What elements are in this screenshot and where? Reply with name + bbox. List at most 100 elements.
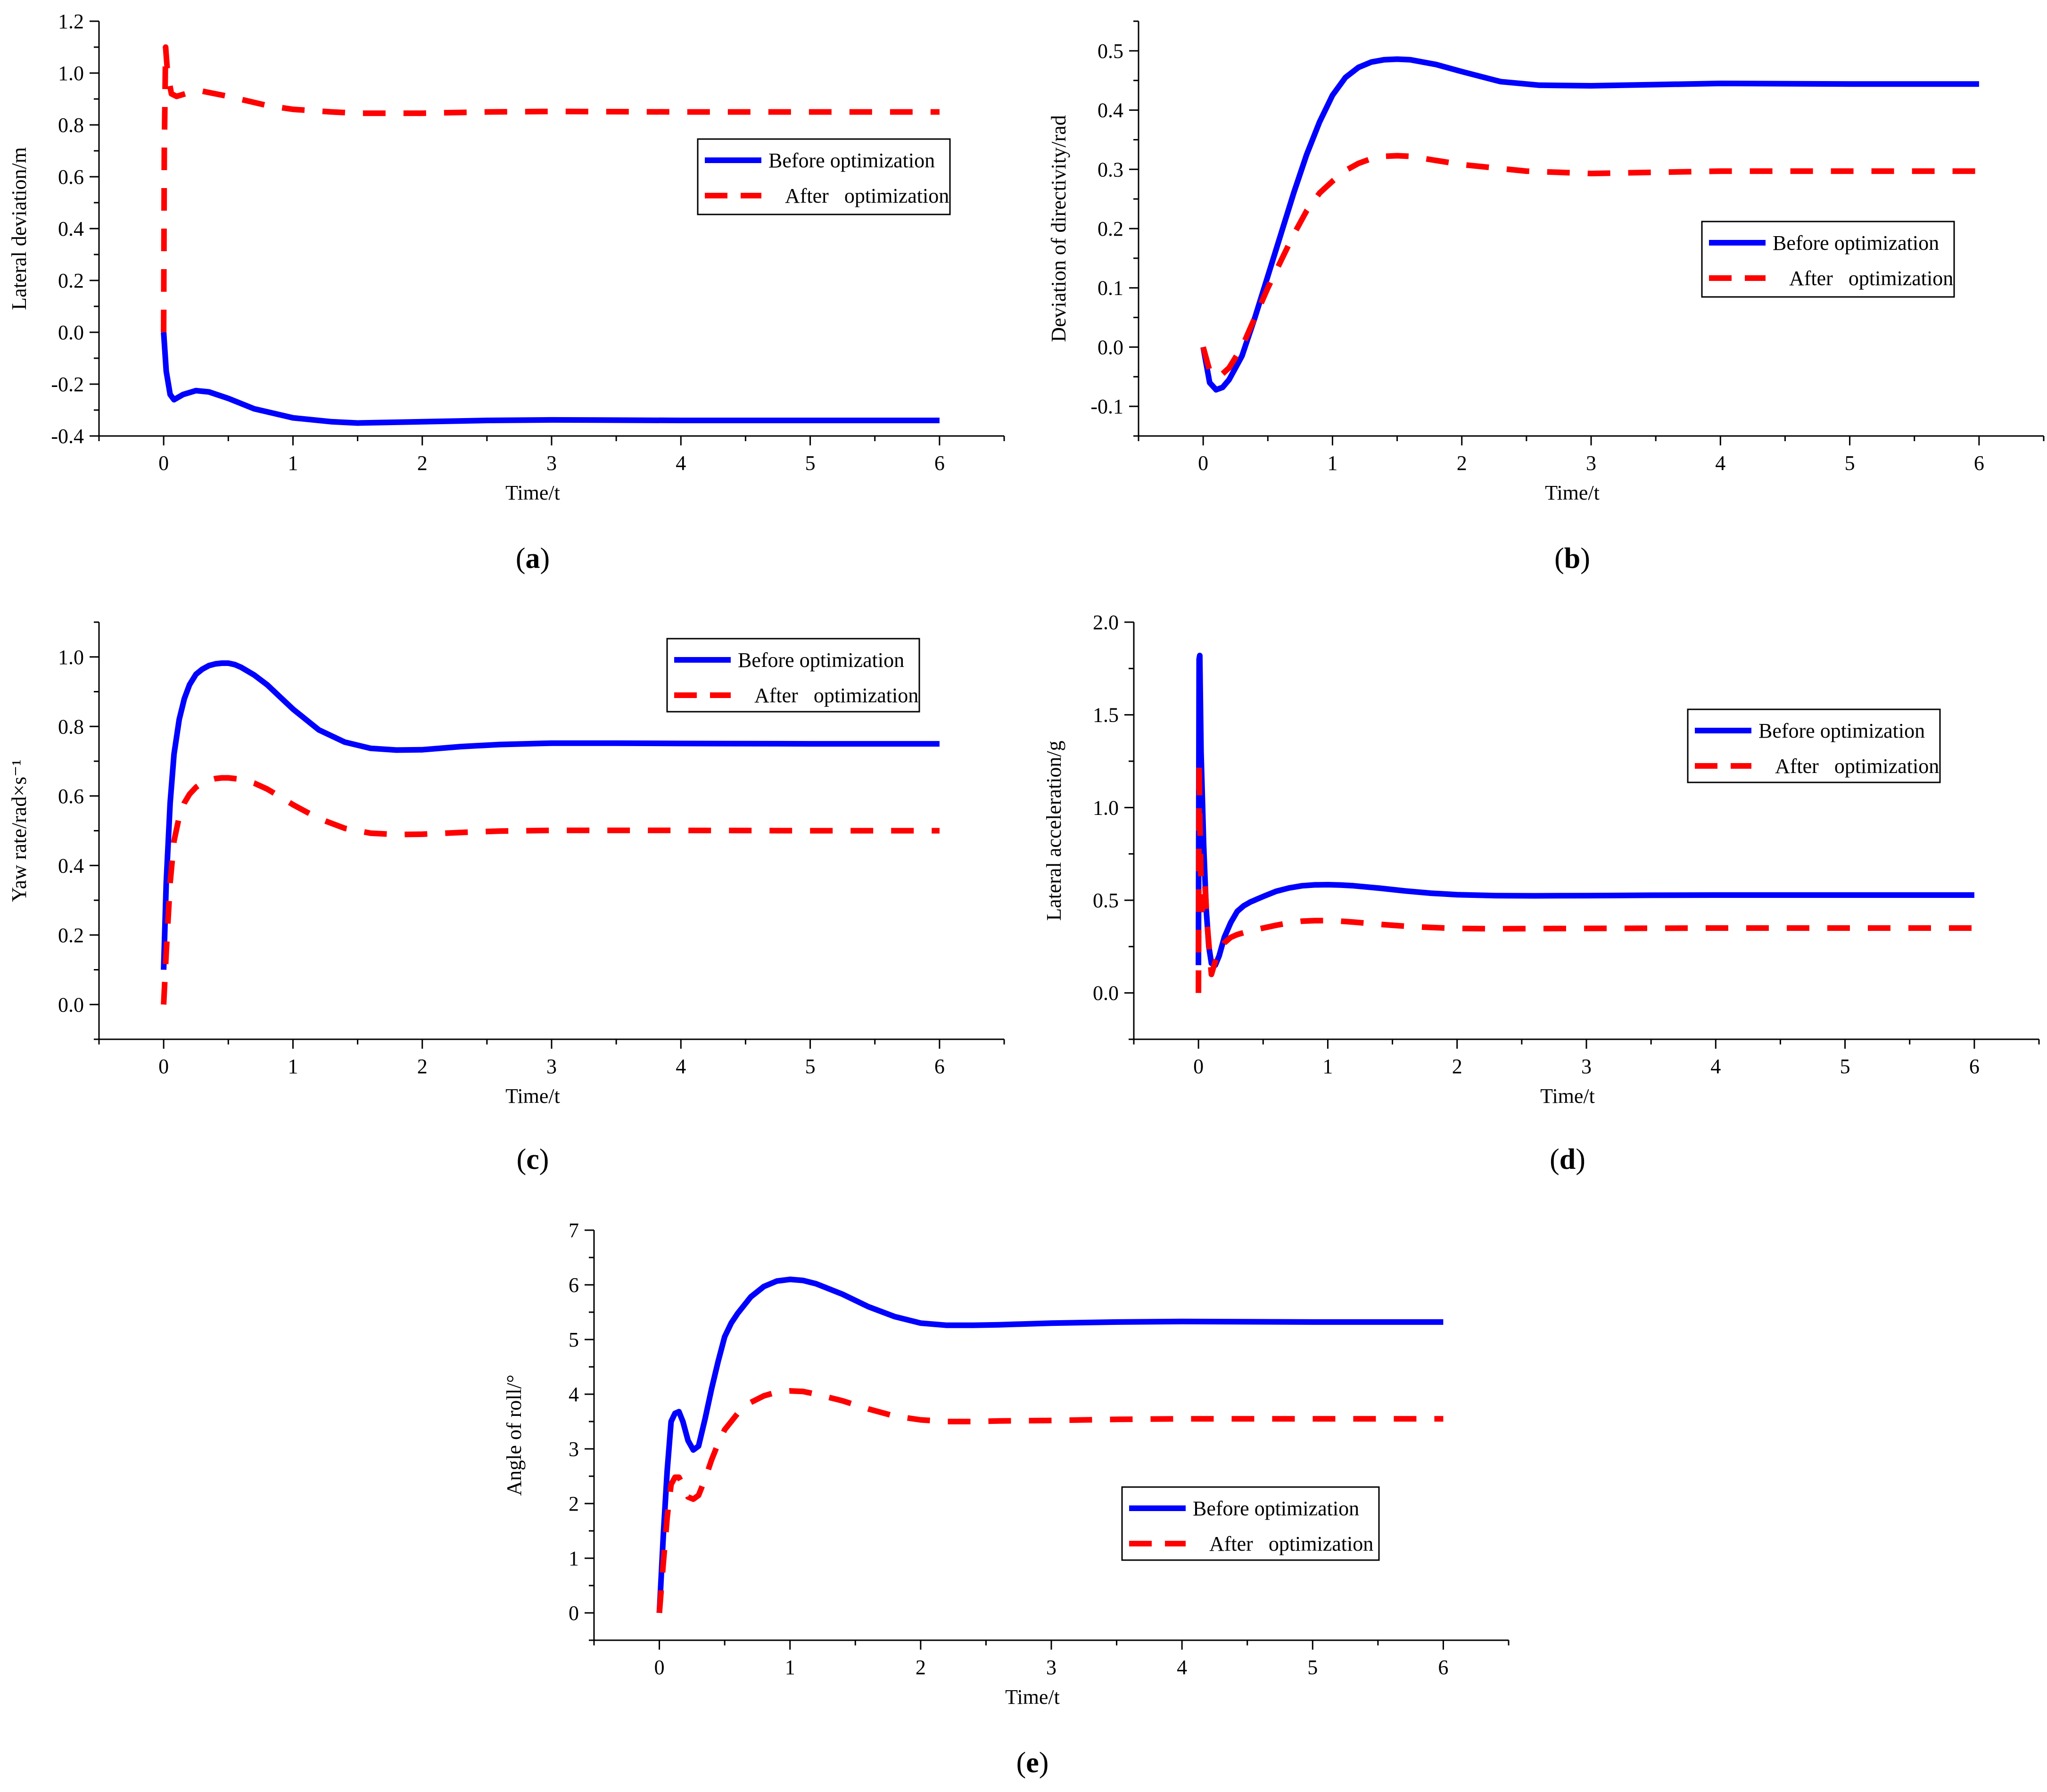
panel-label: (c) (517, 1143, 549, 1175)
x-tick-label: 4 (1177, 1656, 1187, 1679)
y-tick-label: 4 (569, 1383, 579, 1406)
y-axis-title: Lateral deviation/m (8, 147, 31, 310)
y-tick-label: 2.0 (1093, 611, 1119, 634)
legend-after-label: After optimization (1209, 1532, 1373, 1555)
x-tick-label: 3 (1581, 1055, 1592, 1078)
x-tick-label: 0 (1193, 1055, 1204, 1078)
y-tick-label: 0.0 (58, 993, 84, 1016)
x-tick-label: 2 (417, 452, 428, 475)
series-before-optimization-line (656, 1276, 1444, 1613)
series-before-optimization-line (161, 332, 940, 426)
x-tick-label: 6 (1974, 452, 1984, 475)
x-tick-label: 5 (805, 452, 816, 475)
series-after-optimization-line (656, 1388, 1444, 1613)
y-tick-label: -0.2 (51, 373, 84, 396)
x-tick-label: 0 (1198, 452, 1208, 475)
y-tick-label: 0 (569, 1602, 579, 1625)
y-tick-label: 0.5 (1098, 40, 1123, 63)
x-tick-label: 4 (1715, 452, 1725, 475)
y-tick-label: -0.1 (1090, 395, 1123, 418)
legend-after-label: After optimization (785, 184, 949, 207)
x-tick-label: 6 (934, 1055, 945, 1078)
chart-panel-b: 0 1 2 3 4 5 6 -0.1 0.0 0.1 0.2 0.3 0.4 0.5 Time/t Devia… (1047, 20, 2045, 575)
y-axis-title: Lateral acceleration/g (1042, 740, 1065, 921)
x-tick-label: 3 (546, 452, 557, 475)
legend-box (666, 638, 920, 713)
y-tick-label: 0.0 (58, 321, 84, 344)
x-tick-label: 3 (1586, 452, 1596, 475)
y-tick-label: 1.2 (58, 10, 84, 33)
y-tick-label: -0.4 (51, 425, 84, 448)
x-tick-label: 4 (676, 1055, 686, 1078)
y-tick-label: 0.3 (1098, 158, 1123, 181)
x-axis-title: Time/t (1545, 481, 1600, 504)
y-tick-label: 0.0 (1098, 336, 1123, 359)
y-tick-label: 7 (569, 1219, 579, 1242)
series-before-optimization-line (161, 660, 940, 970)
chart-panel-c: 0 1 2 3 4 5 6 0.0 0.2 0.4 0.6 0.8 1.0 Time/t Yaw rate/… (8, 621, 1005, 1175)
y-tick-label: 0.4 (58, 854, 84, 877)
y-tick-label: 0.8 (58, 715, 84, 738)
legend-after-label: After optimization (1775, 755, 1939, 778)
x-tick-label: 2 (1452, 1055, 1462, 1078)
legend: Before optimization After optimization (1701, 221, 1955, 298)
x-tick-label: 6 (1969, 1055, 1980, 1078)
x-tick-label: 0 (158, 1055, 169, 1078)
y-tick-label: 1.5 (1093, 704, 1119, 727)
y-tick-label: 0.4 (1098, 99, 1123, 122)
x-tick-label: 3 (546, 1055, 557, 1078)
x-tick-label: 0 (158, 452, 169, 475)
x-tick-label: 4 (1710, 1055, 1721, 1078)
panel-label: (a) (516, 543, 550, 575)
series-after-optimization-line (161, 775, 940, 1005)
y-tick-label: 0.0 (1093, 982, 1119, 1005)
y-tick-label: 1 (569, 1547, 579, 1570)
legend-before-label: Before optimization (1758, 719, 1925, 742)
x-axis-title: Time/t (1005, 1685, 1060, 1709)
y-tick-label: 0.2 (58, 269, 84, 292)
x-tick-label: 6 (1438, 1656, 1448, 1679)
x-tick-label: 3 (1046, 1656, 1057, 1679)
legend-before-label: Before optimization (1193, 1497, 1359, 1520)
legend-before-label: Before optimization (768, 149, 935, 172)
x-tick-label: 1 (288, 1055, 298, 1078)
x-tick-label: 5 (1840, 1055, 1850, 1078)
y-axis-title: Yaw rate/rad×s⁻¹ (8, 759, 31, 902)
x-tick-label: 5 (1845, 452, 1855, 475)
legend: Before optimization After optimization (1121, 1486, 1380, 1561)
y-tick-label: 0.8 (58, 114, 84, 137)
y-tick-label: 1.0 (58, 62, 84, 85)
x-tick-label: 1 (785, 1656, 795, 1679)
x-tick-label: 1 (288, 452, 298, 475)
x-tick-label: 0 (654, 1656, 665, 1679)
y-tick-label: 3 (569, 1438, 579, 1461)
y-tick-label: 0.2 (1098, 217, 1123, 240)
panel-label: (d) (1550, 1143, 1585, 1175)
x-axis-title: Time/t (505, 481, 560, 504)
chart-panel-d: 0 1 2 3 4 5 6 0.0 0.5 1.0 1.5 2.0 Time/t Lateral acce… (1042, 611, 2040, 1175)
chart-panel-a: 0 1 2 3 4 5 6 -0.4 -0.2 0.0 0.2 0.4 0.6 0.8 1.0 1.2 Time… (8, 10, 1005, 575)
x-tick-label: 1 (1327, 452, 1337, 475)
legend-after-label: After optimization (754, 684, 918, 707)
legend-box (1121, 1486, 1380, 1561)
legend: Before optimization After optimization (666, 638, 920, 713)
x-tick-label: 2 (417, 1055, 428, 1078)
legend: Before optimization After optimization (697, 138, 951, 215)
y-axis-title: Angle of roll/° (503, 1374, 526, 1496)
legend-box (1701, 221, 1955, 298)
legend-before-label: Before optimization (738, 649, 904, 672)
legend-box (697, 138, 951, 215)
x-tick-label: 4 (676, 452, 686, 475)
x-tick-label: 2 (916, 1656, 926, 1679)
y-tick-label: 0.2 (58, 924, 84, 947)
y-tick-label: 0.6 (58, 785, 84, 808)
series-before-optimization-line (1200, 56, 1979, 393)
series-after-optimization-line (161, 44, 940, 333)
y-tick-label: 0.5 (1093, 889, 1119, 912)
x-tick-label: 2 (1457, 452, 1467, 475)
x-axis-title: Time/t (505, 1085, 560, 1108)
panel-label: (e) (1016, 1747, 1049, 1779)
y-tick-label: 2 (569, 1492, 579, 1515)
panel-label: (b) (1554, 543, 1590, 575)
y-tick-label: 1.0 (1093, 796, 1119, 819)
